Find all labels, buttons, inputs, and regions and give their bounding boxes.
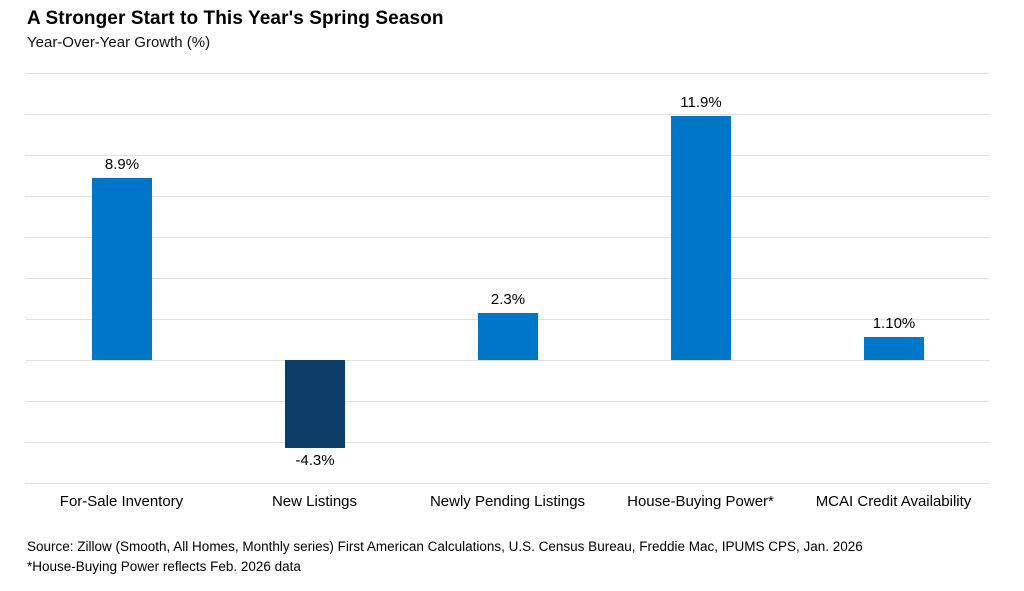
gridline-12 (25, 114, 990, 115)
bar-5 (864, 337, 924, 360)
gridline--4 (25, 442, 990, 443)
bar-1 (92, 178, 152, 360)
source-line-1: Source: Zillow (Smooth, All Homes, Month… (27, 539, 863, 554)
gridline-8 (25, 196, 990, 197)
category-label-3: Newly Pending Listings (429, 493, 586, 510)
gridline-4 (25, 278, 990, 279)
bar-value-label-4: 11.9% (680, 94, 722, 111)
chart-subtitle: Year-Over-Year Growth (%) (27, 34, 211, 51)
bar-3 (478, 313, 538, 360)
category-label-1: For-Sale Inventory (59, 493, 184, 510)
category-label-4: House-Buying Power* (627, 493, 774, 510)
plot-area: 8.9% -4.3% 2.3% 11.9% 1.10% (25, 73, 990, 484)
source-note: Source: Zillow (Smooth, All Homes, Month… (27, 537, 863, 577)
gridline-0 (25, 360, 990, 361)
gridline--6 (25, 483, 990, 484)
bar-4 (671, 116, 731, 360)
category-label-5: MCAI Credit Availability (815, 493, 972, 510)
x-axis-category-labels: For-Sale Inventory New Listings Newly Pend… (25, 490, 990, 514)
bar-2 (285, 360, 345, 448)
gridline-14 (25, 73, 990, 74)
gridline-10 (25, 155, 990, 156)
bar-value-label-2: -4.3% (295, 452, 335, 469)
bar-value-label-3: 2.3% (490, 291, 526, 308)
gridline-6 (25, 237, 990, 238)
category-label-2: New Listings (271, 493, 358, 510)
gridline--2 (25, 401, 990, 402)
chart-title: A Stronger Start to This Year's Spring S… (27, 8, 444, 29)
source-line-2: *House-Buying Power reflects Feb. 2026 d… (27, 559, 301, 574)
bar-value-label-1: 8.9% (104, 156, 140, 173)
bar-value-label-5: 1.10% (872, 315, 916, 332)
